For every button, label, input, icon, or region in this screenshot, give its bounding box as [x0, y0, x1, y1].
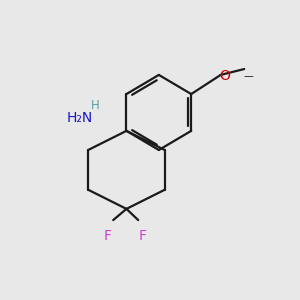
Text: H: H: [91, 99, 100, 112]
Text: O: O: [219, 69, 230, 83]
Text: H₂N: H₂N: [66, 111, 93, 124]
Text: F: F: [103, 230, 111, 244]
Text: F: F: [139, 230, 147, 244]
Text: —: —: [244, 71, 254, 81]
